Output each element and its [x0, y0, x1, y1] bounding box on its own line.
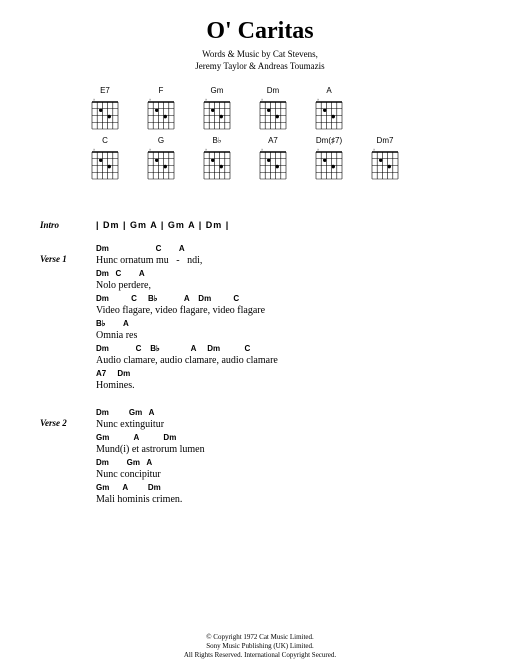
- credits-line-1: Words & Music by Cat Stevens,: [40, 49, 480, 61]
- chord-diagram: Dm(♯7) ×: [312, 136, 346, 180]
- chord-label: E7: [100, 86, 110, 96]
- song-title: O' Caritas: [40, 18, 480, 45]
- fretboard-icon: ×: [203, 148, 231, 180]
- chord-label: A: [326, 86, 331, 96]
- fretboard-icon: ×: [259, 98, 287, 130]
- fretboard-icon: ×: [259, 148, 287, 180]
- lyric-line: Dm Gm A Nunc concipitur: [96, 458, 480, 480]
- lyric-text: Homines.: [96, 380, 135, 391]
- chord-label: Dm: [267, 86, 279, 96]
- fretboard-icon: ×: [315, 98, 343, 130]
- chord-diagram-row-1: E7×F×Gm×Dm×A×: [40, 86, 480, 130]
- fretboard-icon: ×: [91, 98, 119, 130]
- svg-text:×: ×: [261, 148, 263, 152]
- svg-text:×: ×: [93, 98, 95, 102]
- chord-label: Gm: [211, 86, 224, 96]
- chord-diagram: F×: [144, 86, 178, 130]
- lyric-line: Gm A Dm Mali hominis crimen.: [96, 483, 480, 505]
- copyright-block: © Copyright 1972 Cat Music Limited. Sony…: [0, 633, 520, 660]
- fretboard-icon: ×: [147, 98, 175, 130]
- chord-label: G: [158, 136, 164, 146]
- svg-text:×: ×: [149, 148, 151, 152]
- chord-line: Dm C A: [96, 244, 185, 253]
- chord-line: A7 Dm: [96, 369, 130, 378]
- copyright-line-3: All Rights Reserved. International Copyr…: [0, 651, 520, 660]
- verse1-body: Dm C A Hunc ornatum mu - ndi, Dm C A Nolo p…: [96, 244, 480, 394]
- lyric-text: Mund(i) et astrorum lumen: [96, 444, 205, 455]
- verse1-label: Verse 1: [40, 244, 96, 394]
- svg-text:×: ×: [149, 98, 151, 102]
- lyric-line: Dm C A Hunc ornatum mu - ndi,: [96, 244, 480, 266]
- svg-text:×: ×: [373, 148, 375, 152]
- lyric-line: Dm C B♭ A Dm C Audio clamare, audio clama…: [96, 344, 480, 366]
- chord-line: Dm Gm A: [96, 408, 154, 417]
- fretboard-icon: ×: [91, 148, 119, 180]
- chord-line: Dm C B♭ A Dm C: [96, 294, 239, 303]
- chord-diagram: A7 ×: [256, 136, 290, 180]
- chord-line: Dm Gm A: [96, 458, 152, 467]
- fretboard-icon: ×: [371, 148, 399, 180]
- chord-label: B♭: [212, 136, 221, 146]
- chord-diagram: A×: [312, 86, 346, 130]
- chord-diagram: C×: [88, 136, 122, 180]
- chord-label: F: [159, 86, 164, 96]
- intro-label: Intro: [40, 210, 96, 230]
- credits: Words & Music by Cat Stevens, Jeremy Tay…: [40, 49, 480, 72]
- chord-label: Dm7: [377, 136, 394, 146]
- chord-label: Dm(♯7): [316, 136, 342, 146]
- chord-diagram: Gm ×: [200, 86, 234, 130]
- lyric-text: Omnia res: [96, 330, 137, 341]
- lyric-text: Video flagare, video flagare, video flag…: [96, 305, 265, 316]
- lyric-line: Gm A Dm Mund(i) et astrorum lumen: [96, 433, 480, 455]
- lyric-text: Mali hominis crimen.: [96, 494, 182, 505]
- svg-text:×: ×: [317, 98, 319, 102]
- chord-diagram: G×: [144, 136, 178, 180]
- intro-body: | Dm | Gm A | Gm A | Dm |: [96, 210, 480, 230]
- svg-text:×: ×: [93, 148, 95, 152]
- lyric-text: Nunc concipitur: [96, 469, 161, 480]
- chord-diagram-row-2: C×G×B♭×A7×Dm(♯7)×Dm7×: [40, 136, 480, 180]
- chord-line: Dm C B♭ A Dm C: [96, 344, 250, 353]
- lyric-text: Hunc ornatum mu - ndi,: [96, 255, 202, 266]
- fretboard-icon: ×: [147, 148, 175, 180]
- chord-line: Dm C A: [96, 269, 145, 278]
- svg-text:×: ×: [205, 148, 207, 152]
- chord-diagram: Dm7×: [368, 136, 402, 180]
- chord-line: Gm A Dm: [96, 433, 176, 442]
- lyric-line: A7 Dm Homines.: [96, 369, 480, 391]
- intro-sequence: | Dm | Gm A | Gm A | Dm |: [96, 210, 480, 230]
- svg-text:×: ×: [261, 98, 263, 102]
- intro-section: Intro | Dm | Gm A | Gm A | Dm |: [40, 210, 480, 230]
- chord-diagram: B♭ ×: [200, 136, 234, 180]
- chord-line: Gm A Dm: [96, 483, 161, 492]
- chord-label: A7: [268, 136, 278, 146]
- lyric-text: Nolo perdere,: [96, 280, 151, 291]
- lyric-line: B♭ A Omnia res: [96, 319, 480, 341]
- verse1-section: Verse 1 Dm C AHunc ornatum mu - ndi,Dm C…: [40, 244, 480, 394]
- svg-text:×: ×: [317, 148, 319, 152]
- verse2-label: Verse 2: [40, 408, 96, 508]
- credits-line-2: Jeremy Taylor & Andreas Toumazis: [40, 61, 480, 73]
- lyric-line: Dm C B♭ A Dm C Video flagare, video flaga…: [96, 294, 480, 316]
- copyright-line-2: Sony Music Publishing (UK) Limited.: [0, 642, 520, 651]
- lyric-line: Dm Gm A Nunc extinguitur: [96, 408, 480, 430]
- verse2-section: Verse 2 Dm Gm A Nunc extinguitur Gm A Dm Mu…: [40, 408, 480, 508]
- lyric-text: Nunc extinguitur: [96, 419, 164, 430]
- svg-text:×: ×: [205, 98, 207, 102]
- chord-label: C: [102, 136, 108, 146]
- copyright-line-1: © Copyright 1972 Cat Music Limited.: [0, 633, 520, 642]
- chord-diagram: E7 ×: [88, 86, 122, 130]
- verse2-body: Dm Gm A Nunc extinguitur Gm A Dm Mund(i) et…: [96, 408, 480, 508]
- lyric-text: Audio clamare, audio clamare, audio clam…: [96, 355, 278, 366]
- fretboard-icon: ×: [315, 148, 343, 180]
- chord-diagram: Dm ×: [256, 86, 290, 130]
- fretboard-icon: ×: [203, 98, 231, 130]
- chord-line: B♭ A: [96, 319, 129, 328]
- lyric-line: Dm C A Nolo perdere,: [96, 269, 480, 291]
